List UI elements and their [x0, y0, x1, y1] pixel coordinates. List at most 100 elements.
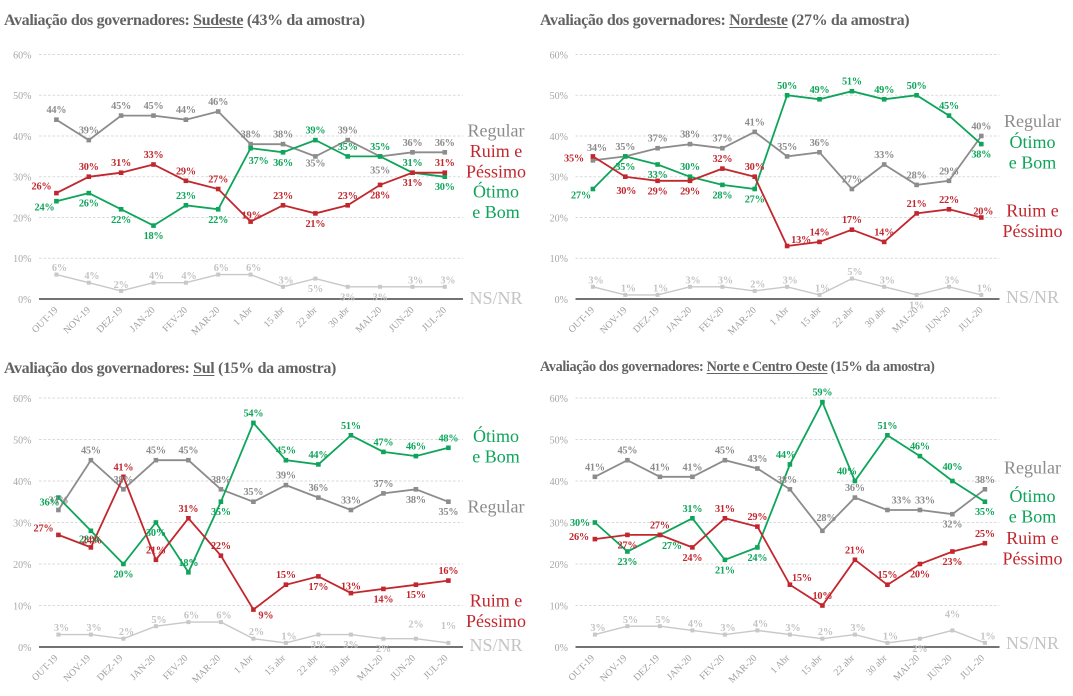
svg-text:39%: 39% [305, 126, 325, 137]
svg-text:Ruim e: Ruim e [470, 141, 523, 161]
svg-text:30%: 30% [550, 518, 568, 529]
svg-text:30%: 30% [146, 528, 166, 539]
svg-text:28%: 28% [370, 190, 390, 201]
svg-text:30%: 30% [616, 186, 636, 197]
svg-text:1%: 1% [977, 283, 992, 294]
svg-text:28%: 28% [79, 534, 99, 545]
svg-text:45%: 45% [276, 446, 296, 457]
svg-text:21%: 21% [907, 199, 927, 210]
svg-text:3%: 3% [590, 623, 605, 634]
svg-text:50%: 50% [13, 91, 31, 102]
svg-text:32%: 32% [942, 520, 962, 531]
svg-text:33%: 33% [341, 496, 361, 507]
svg-text:1%: 1% [815, 283, 830, 294]
svg-text:16%: 16% [438, 566, 458, 577]
svg-text:40%: 40% [13, 132, 31, 143]
svg-text:35%: 35% [438, 507, 458, 518]
svg-text:JUL-20: JUL-20 [420, 305, 449, 334]
svg-text:29%: 29% [939, 166, 959, 177]
svg-text:19%: 19% [242, 211, 262, 222]
svg-text:38%: 38% [241, 130, 261, 141]
svg-text:JUL-20: JUL-20 [958, 653, 987, 682]
svg-text:Ruim e: Ruim e [1006, 201, 1059, 221]
svg-text:NOV-19: NOV-19 [62, 305, 93, 336]
svg-text:e Bom: e Bom [1009, 153, 1057, 173]
svg-text:27%: 27% [662, 541, 682, 552]
svg-text:6%: 6% [184, 611, 199, 622]
svg-text:51%: 51% [842, 77, 862, 88]
svg-text:17%: 17% [842, 215, 862, 226]
svg-text:36%: 36% [40, 498, 60, 509]
svg-text:23%: 23% [942, 557, 962, 568]
svg-text:30 abr: 30 abr [328, 652, 354, 678]
svg-text:51%: 51% [877, 421, 897, 432]
svg-text:1%: 1% [883, 631, 898, 642]
svg-text:21%: 21% [305, 219, 325, 230]
svg-text:30%: 30% [79, 162, 99, 173]
svg-text:NOV-19: NOV-19 [62, 653, 93, 684]
svg-text:JUN-20: JUN-20 [923, 305, 953, 335]
svg-text:35%: 35% [211, 507, 231, 518]
svg-text:3%: 3% [945, 275, 960, 286]
svg-text:20%: 20% [550, 560, 568, 571]
svg-text:35%: 35% [777, 142, 797, 153]
svg-text:FEV-20: FEV-20 [161, 305, 191, 335]
svg-text:38%: 38% [273, 130, 293, 141]
svg-text:0%: 0% [18, 295, 31, 306]
svg-text:24%: 24% [82, 535, 102, 546]
svg-text:49%: 49% [874, 85, 894, 96]
svg-text:41%: 41% [682, 462, 702, 473]
svg-text:14%: 14% [373, 594, 393, 605]
svg-text:45%: 45% [715, 446, 735, 457]
svg-text:44%: 44% [776, 450, 796, 461]
svg-text:4%: 4% [149, 271, 164, 282]
svg-text:MAR-20: MAR-20 [727, 653, 760, 686]
svg-text:31%: 31% [178, 504, 198, 515]
svg-text:22 abr: 22 abr [831, 304, 857, 330]
svg-text:23%: 23% [617, 557, 637, 568]
svg-text:35%: 35% [243, 487, 263, 498]
svg-text:15 abr: 15 abr [798, 304, 824, 330]
svg-text:20%: 20% [13, 213, 31, 224]
svg-text:MAI-20: MAI-20 [355, 653, 386, 684]
svg-text:NS/NR: NS/NR [469, 288, 522, 308]
svg-text:Ótimo: Ótimo [1009, 485, 1055, 506]
svg-text:OUT-19: OUT-19 [566, 305, 597, 336]
svg-text:JUN-20: JUN-20 [387, 305, 417, 335]
svg-text:36%: 36% [403, 138, 423, 149]
svg-text:33%: 33% [891, 496, 911, 507]
svg-text:31%: 31% [403, 158, 423, 169]
svg-text:40%: 40% [13, 477, 31, 488]
svg-text:3%: 3% [408, 275, 423, 286]
svg-text:46%: 46% [910, 442, 930, 453]
svg-text:6%: 6% [216, 611, 231, 622]
svg-text:33%: 33% [144, 150, 164, 161]
svg-text:JUL-20: JUL-20 [422, 653, 451, 682]
svg-text:33%: 33% [874, 150, 894, 161]
svg-text:23%: 23% [176, 191, 196, 202]
svg-text:26%: 26% [32, 182, 52, 193]
svg-text:27%: 27% [208, 175, 228, 186]
svg-text:47%: 47% [373, 437, 393, 448]
svg-text:38%: 38% [406, 495, 426, 506]
svg-text:10%: 10% [550, 254, 568, 265]
svg-text:35%: 35% [975, 507, 995, 518]
svg-text:e Bom: e Bom [472, 202, 520, 222]
svg-text:3%: 3% [340, 292, 355, 303]
svg-text:28%: 28% [712, 190, 732, 201]
svg-text:DEZ-19: DEZ-19 [631, 305, 662, 336]
svg-text:1%: 1% [621, 283, 636, 294]
svg-text:41%: 41% [113, 462, 133, 473]
svg-text:54%: 54% [243, 408, 263, 419]
svg-text:40%: 40% [550, 132, 568, 143]
svg-text:21%: 21% [146, 545, 166, 556]
svg-text:25%: 25% [975, 529, 995, 540]
svg-text:31%: 31% [435, 158, 455, 169]
svg-text:3%: 3% [86, 623, 101, 634]
svg-text:3%: 3% [343, 640, 358, 651]
svg-text:35%: 35% [370, 142, 390, 153]
svg-text:Ruim e: Ruim e [470, 591, 523, 611]
svg-text:3%: 3% [850, 623, 865, 634]
svg-text:2%: 2% [750, 279, 765, 290]
svg-text:4%: 4% [84, 271, 99, 282]
